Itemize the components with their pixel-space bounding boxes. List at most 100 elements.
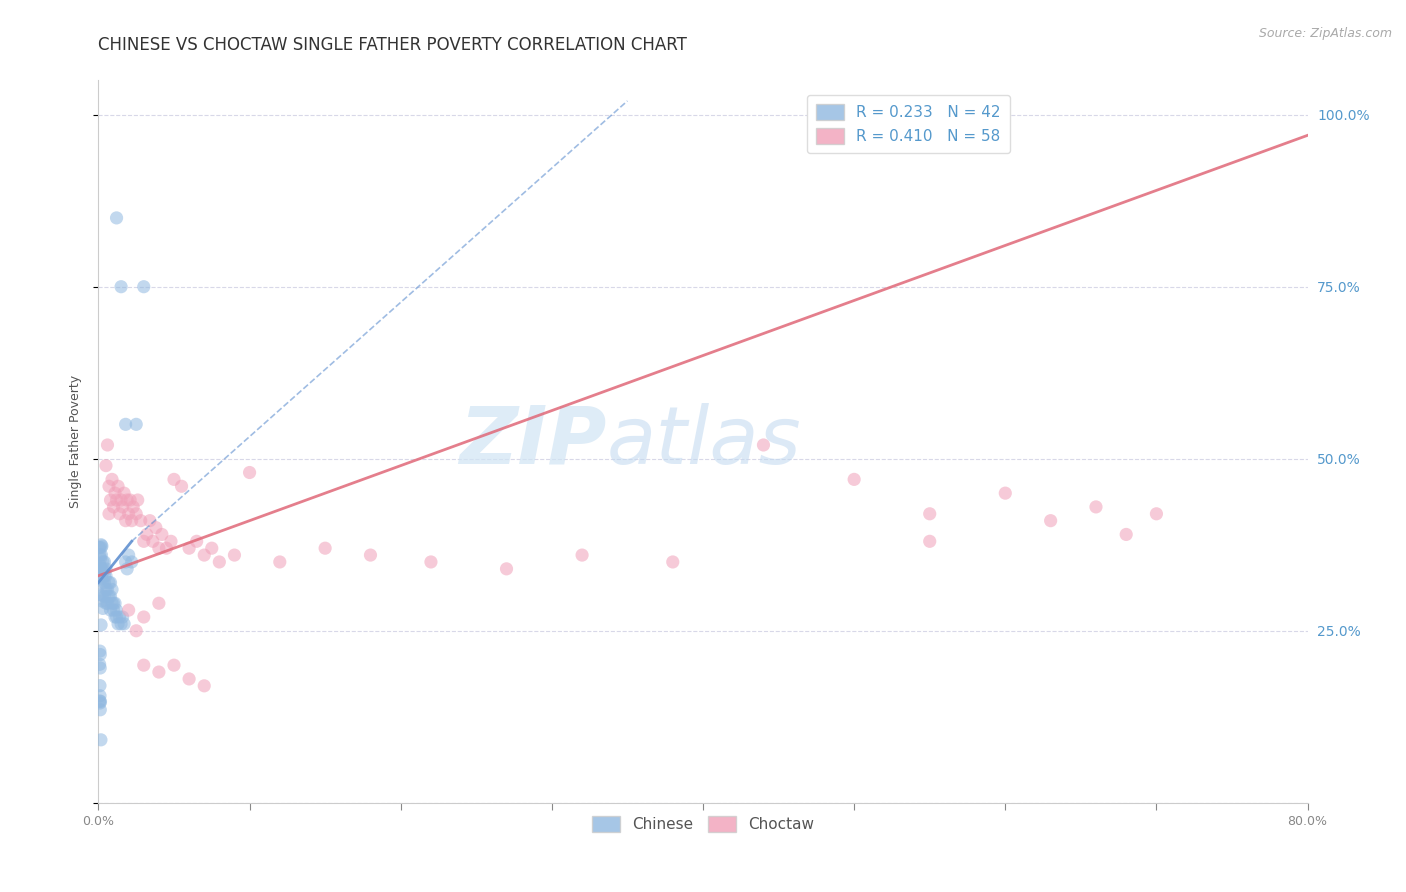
Point xyxy=(224,548,246,562)
Point xyxy=(100,603,122,617)
Point xyxy=(179,541,201,556)
Point xyxy=(239,466,262,480)
Point xyxy=(104,610,127,624)
Point xyxy=(1115,527,1137,541)
Point xyxy=(90,568,112,582)
Point xyxy=(90,548,112,562)
Point xyxy=(103,500,125,514)
Point xyxy=(93,590,115,604)
Point xyxy=(90,541,112,555)
Point xyxy=(89,566,111,580)
Point xyxy=(125,624,148,638)
Point xyxy=(127,493,149,508)
Point xyxy=(101,472,124,486)
Point xyxy=(118,603,141,617)
Point xyxy=(193,548,215,562)
Point xyxy=(918,507,941,521)
Point xyxy=(89,696,111,710)
Point xyxy=(90,538,112,552)
Point xyxy=(110,493,132,508)
Point xyxy=(110,279,132,293)
Point xyxy=(89,679,111,693)
Point xyxy=(661,555,683,569)
Text: Source: ZipAtlas.com: Source: ZipAtlas.com xyxy=(1258,27,1392,40)
Point xyxy=(105,603,128,617)
Point xyxy=(90,572,112,586)
Point xyxy=(269,555,291,569)
Point xyxy=(91,567,114,582)
Point xyxy=(132,279,155,293)
Point xyxy=(89,562,111,576)
Point xyxy=(105,610,128,624)
Point xyxy=(90,594,112,608)
Point xyxy=(115,493,138,508)
Point xyxy=(105,493,128,508)
Point xyxy=(100,590,122,604)
Point xyxy=(91,575,114,590)
Point xyxy=(101,596,124,610)
Point xyxy=(112,486,135,500)
Point xyxy=(163,658,186,673)
Legend: Chinese, Choctaw: Chinese, Choctaw xyxy=(586,810,820,838)
Point xyxy=(186,534,208,549)
Point xyxy=(91,601,114,615)
Point xyxy=(93,575,115,590)
Point xyxy=(101,582,124,597)
Point xyxy=(125,507,148,521)
Point xyxy=(103,596,125,610)
Point xyxy=(155,541,177,556)
Point xyxy=(103,603,125,617)
Point xyxy=(105,211,128,225)
Point xyxy=(89,557,111,571)
Point xyxy=(571,548,593,562)
Point xyxy=(110,616,132,631)
Point xyxy=(148,541,170,556)
Point xyxy=(90,732,112,747)
Point xyxy=(125,417,148,432)
Point xyxy=(179,672,201,686)
Point xyxy=(118,507,141,521)
Point xyxy=(120,493,142,508)
Point xyxy=(118,548,141,562)
Point xyxy=(96,596,118,610)
Point xyxy=(100,575,122,590)
Point xyxy=(111,610,134,624)
Point xyxy=(145,520,167,534)
Point xyxy=(114,514,136,528)
Point xyxy=(98,479,121,493)
Point xyxy=(90,562,112,576)
Point xyxy=(114,555,136,569)
Point xyxy=(160,534,183,549)
Point xyxy=(100,493,122,508)
Point xyxy=(90,562,112,576)
Point xyxy=(89,548,111,562)
Text: atlas: atlas xyxy=(606,402,801,481)
Point xyxy=(121,514,143,528)
Point xyxy=(360,548,382,562)
Point xyxy=(96,582,118,597)
Point xyxy=(132,610,155,624)
Point xyxy=(89,587,111,601)
Point xyxy=(93,568,115,582)
Point xyxy=(89,694,111,708)
Point xyxy=(94,562,117,576)
Point xyxy=(314,541,336,556)
Point xyxy=(107,479,129,493)
Point xyxy=(495,562,517,576)
Point xyxy=(107,616,129,631)
Point xyxy=(132,534,155,549)
Text: ZIP: ZIP xyxy=(458,402,606,481)
Point xyxy=(114,417,136,432)
Point xyxy=(420,555,443,569)
Text: CHINESE VS CHOCTAW SINGLE FATHER POVERTY CORRELATION CHART: CHINESE VS CHOCTAW SINGLE FATHER POVERTY… xyxy=(98,36,688,54)
Point xyxy=(93,555,115,569)
Point xyxy=(1039,514,1062,528)
Y-axis label: Single Father Poverty: Single Father Poverty xyxy=(69,375,82,508)
Point xyxy=(90,618,112,632)
Point xyxy=(115,562,138,576)
Point xyxy=(129,514,152,528)
Point xyxy=(89,703,111,717)
Point xyxy=(96,438,118,452)
Point xyxy=(121,555,143,569)
Point xyxy=(148,596,170,610)
